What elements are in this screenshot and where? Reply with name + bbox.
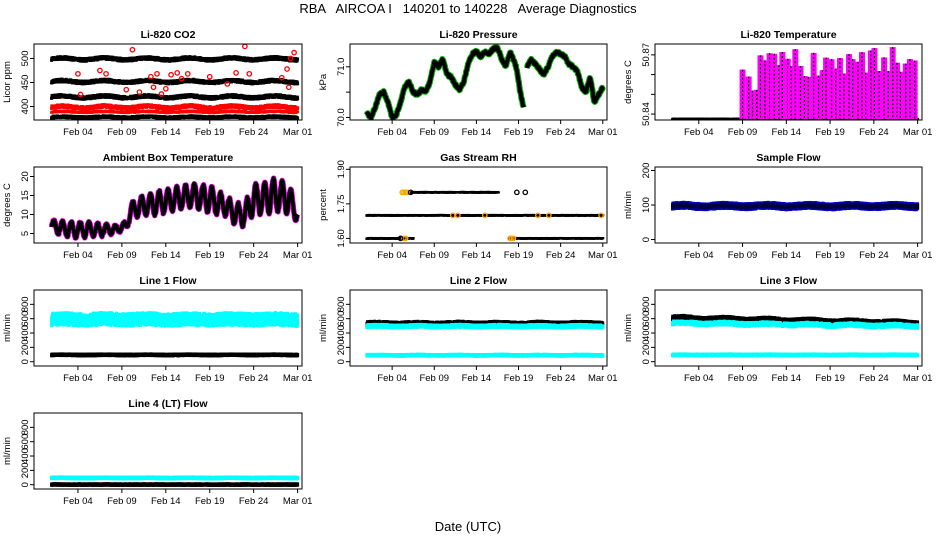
point (117, 81, 121, 85)
point (296, 82, 300, 86)
point (296, 96, 300, 100)
series-level-420 (50, 93, 300, 101)
point (218, 107, 222, 111)
series-level-452 (50, 77, 300, 86)
point (195, 103, 199, 107)
point (58, 55, 62, 59)
point (112, 96, 116, 100)
point (296, 106, 300, 110)
point (63, 57, 67, 61)
series-level-400 (50, 103, 300, 111)
plot-area-0 (50, 44, 300, 120)
point (293, 95, 297, 99)
point (241, 58, 245, 62)
point (167, 82, 171, 86)
figure-title: RBA AIRCOA I 140201 to 140228 Average Di… (0, 1, 936, 16)
series-level-500 (50, 55, 300, 63)
point (296, 57, 300, 61)
series-level-388 (50, 109, 300, 115)
